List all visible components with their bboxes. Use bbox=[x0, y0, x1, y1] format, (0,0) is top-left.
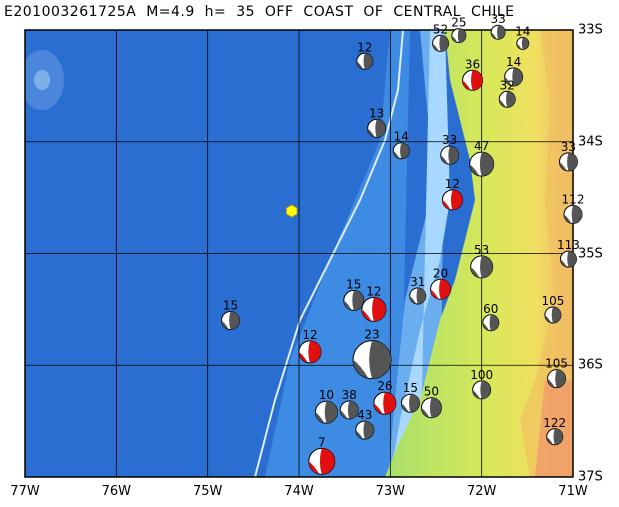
mechanism-label: 53 bbox=[474, 243, 489, 257]
mechanism-label: 43 bbox=[357, 408, 372, 422]
focal-mechanism-beachball[interactable]: 105 bbox=[541, 294, 564, 324]
focal-mechanism-beachball[interactable]: 50 bbox=[420, 385, 442, 419]
mechanism-label: 36 bbox=[465, 57, 480, 71]
latitude-tick-label: 34S bbox=[578, 134, 603, 150]
mechanism-label: 33 bbox=[490, 12, 505, 26]
mechanism-label: 13 bbox=[369, 106, 384, 120]
focal-mechanism-beachball[interactable]: 15 bbox=[400, 381, 420, 413]
focal-mechanism-beachball[interactable]: 113 bbox=[557, 238, 580, 268]
focal-mechanism-beachball[interactable]: 12 bbox=[441, 177, 463, 211]
mechanism-label: 113 bbox=[557, 238, 580, 252]
map-title: E201003261725A M=4.9 h= 35 OFF COAST OF … bbox=[4, 4, 515, 20]
focal-mechanism-beachball[interactable]: 23 bbox=[352, 328, 392, 380]
epicenter-hexagon-icon[interactable] bbox=[286, 204, 298, 218]
mechanism-label: 15 bbox=[403, 381, 418, 395]
focal-mechanism-beachball[interactable]: 13 bbox=[367, 106, 387, 138]
longitude-tick-label: 73W bbox=[375, 484, 406, 499]
focal-mechanism-beachball[interactable]: 112 bbox=[562, 192, 585, 224]
mechanism-label: 12 bbox=[302, 328, 317, 342]
focal-mechanism-beachball[interactable]: 47 bbox=[469, 139, 495, 177]
mechanism-label: 26 bbox=[377, 379, 392, 393]
focal-mechanism-beachball[interactable]: 52 bbox=[432, 22, 450, 52]
mechanism-label: 12 bbox=[366, 284, 381, 298]
focal-mechanism-beachball[interactable]: 14 bbox=[504, 55, 524, 87]
focal-mechanism-beachball[interactable]: 33 bbox=[558, 140, 578, 172]
mechanism-label: 32 bbox=[500, 78, 515, 92]
focal-mechanism-beachball[interactable]: 7 bbox=[308, 435, 336, 475]
latitude-tick-label: 37S bbox=[578, 469, 603, 485]
mechanism-label: 100 bbox=[470, 368, 493, 382]
mechanism-label: 50 bbox=[424, 385, 439, 399]
mechanism-label: 33 bbox=[561, 140, 576, 154]
focal-mechanism-beachball[interactable]: 122 bbox=[543, 416, 566, 446]
focal-mechanism-beachball[interactable]: 31 bbox=[409, 275, 427, 305]
mechanism-label: 112 bbox=[562, 192, 585, 206]
longitude-tick-label: 71W bbox=[558, 484, 588, 499]
mechanism-label: 105 bbox=[545, 357, 568, 371]
mechanism-label: 12 bbox=[445, 177, 460, 191]
focal-mechanism-beachball[interactable]: 12 bbox=[298, 328, 322, 364]
focal-mechanism-beachball[interactable]: 12 bbox=[361, 284, 387, 322]
focal-mechanism-beachball[interactable]: 14 bbox=[515, 24, 530, 50]
mechanism-label: 52 bbox=[433, 22, 448, 36]
mechanism-label: 10 bbox=[319, 388, 334, 402]
focal-mechanism-beachball[interactable]: 33 bbox=[490, 12, 506, 40]
mechanism-label: 47 bbox=[474, 139, 489, 153]
trench-line bbox=[254, 30, 404, 477]
mechanism-label: 23 bbox=[364, 328, 379, 342]
focal-mechanism-beachball[interactable]: 26 bbox=[373, 379, 397, 415]
focal-mechanism-beachball[interactable]: 10 bbox=[314, 388, 338, 424]
focal-mechanism-beachball[interactable]: 15 bbox=[221, 299, 240, 331]
mechanism-label: 25 bbox=[451, 16, 466, 30]
focal-mechanism-beachball[interactable]: 32 bbox=[498, 78, 516, 108]
longitude-tick-label: 72W bbox=[466, 484, 497, 499]
focal-mechanism-beachball[interactable]: 100 bbox=[470, 368, 493, 400]
mechanism-label: 105 bbox=[541, 294, 564, 308]
mechanism-label: 38 bbox=[342, 388, 357, 402]
latitude-tick-label: 36S bbox=[578, 357, 603, 373]
focal-mechanism-beachball[interactable]: 60 bbox=[482, 302, 500, 332]
longitude-tick-label: 77W bbox=[10, 484, 40, 499]
focal-mechanism-beachball[interactable]: 20 bbox=[430, 266, 452, 300]
mechanism-label: 14 bbox=[394, 130, 409, 144]
mechanism-label: 122 bbox=[543, 416, 566, 430]
mechanism-label: 31 bbox=[410, 275, 425, 289]
mechanism-label: 14 bbox=[506, 55, 521, 69]
focal-mechanism-beachball[interactable]: 43 bbox=[355, 408, 375, 440]
mechanism-label: 33 bbox=[442, 133, 457, 147]
latitude-tick-label: 35S bbox=[578, 246, 603, 261]
longitude-tick-label: 75W bbox=[192, 484, 223, 499]
focal-mechanism-beachball[interactable]: 14 bbox=[392, 130, 410, 160]
focal-mechanism-beachball[interactable]: 33 bbox=[440, 133, 460, 165]
latitude-tick-label: 33S bbox=[578, 22, 603, 38]
focal-mechanism-beachball[interactable]: 12 bbox=[356, 40, 374, 70]
focal-mechanism-beachball[interactable]: 105 bbox=[545, 357, 568, 389]
longitude-tick-label: 74W bbox=[284, 484, 314, 499]
focal-mechanism-beachball[interactable]: 36 bbox=[462, 57, 484, 91]
mechanism-label: 15 bbox=[223, 299, 238, 313]
focal-mechanisms: 12 52 25 33 14 14 36 32 13 14 33 33 47 12 112 53 113 15 12… bbox=[221, 12, 585, 475]
mechanism-label: 15 bbox=[346, 277, 361, 291]
mechanism-label: 14 bbox=[515, 24, 530, 38]
focal-mechanism-beachball[interactable]: 38 bbox=[339, 388, 359, 420]
mechanism-label: 60 bbox=[483, 302, 498, 316]
focal-mechanism-beachball[interactable]: 53 bbox=[470, 243, 494, 279]
focal-mechanism-beachball[interactable]: 25 bbox=[451, 16, 466, 44]
focal-mechanism-beachball[interactable]: 15 bbox=[343, 277, 365, 311]
mechanism-label: 20 bbox=[433, 266, 448, 280]
mechanism-label: 12 bbox=[357, 40, 372, 54]
longitude-tick-label: 76W bbox=[101, 484, 132, 499]
mechanism-label: 7 bbox=[318, 435, 326, 449]
